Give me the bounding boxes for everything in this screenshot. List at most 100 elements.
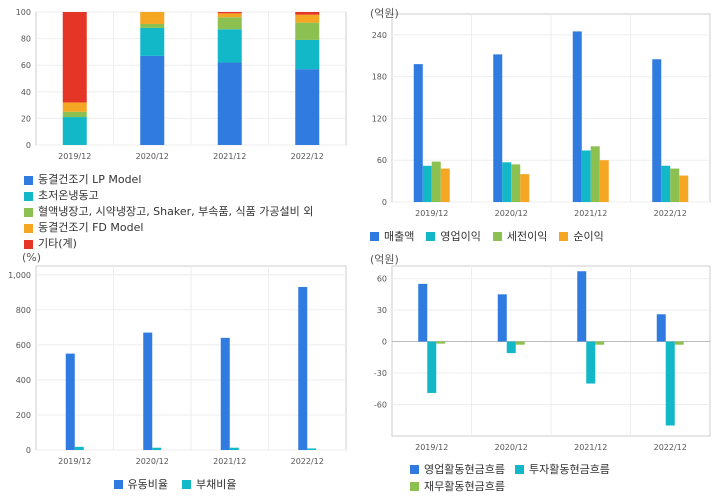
x-tick-label: 2022/12 xyxy=(654,209,687,218)
bar xyxy=(295,39,320,70)
legend-label: 기타(계) xyxy=(38,237,77,250)
bar xyxy=(670,168,680,202)
legend-item: 순이익 xyxy=(559,228,604,244)
y-tick-label: 180 xyxy=(372,73,387,82)
bar xyxy=(140,55,165,145)
legend-label: 혈액냉장고, 시약냉장고, Shaker, 부속품, 식품 가공설비 외 xyxy=(38,205,314,218)
y-tick-label: 40 xyxy=(21,88,31,97)
bar xyxy=(217,17,242,30)
y-tick-label: 20 xyxy=(21,114,31,123)
x-tick-label: 2020/12 xyxy=(136,152,169,161)
x-tick-label: 2021/12 xyxy=(213,152,246,161)
bar xyxy=(295,14,320,23)
y-tick-label: 1,000 xyxy=(8,271,31,280)
bar xyxy=(440,168,450,202)
legend-swatch xyxy=(24,207,33,217)
bar xyxy=(74,446,84,450)
y-tick-label: 30 xyxy=(377,306,387,315)
y-tick-label: 100 xyxy=(16,8,31,17)
cashflow-chart: -60 -30 0 30 60 2019/12 2020/12 2021/12 2022/12 xyxy=(374,265,711,452)
y-tick-label: 60 xyxy=(377,275,387,284)
bar xyxy=(572,31,582,202)
y-tick-label: 400 xyxy=(16,376,31,385)
bar xyxy=(577,271,587,342)
bar xyxy=(295,22,320,40)
legend-label: 부채비율 xyxy=(196,478,237,491)
legend-swatch xyxy=(182,479,191,489)
ratios-unit-label: (%) xyxy=(22,251,42,264)
bar xyxy=(652,59,662,202)
bar xyxy=(140,23,165,28)
bar xyxy=(62,111,87,118)
bar xyxy=(152,447,162,450)
x-tick-label: 2019/12 xyxy=(415,443,448,452)
legend-swatch xyxy=(492,231,502,241)
legend-swatch xyxy=(426,231,436,241)
income-legend: 매출액 영업이익 세전이익 순이익 xyxy=(370,228,604,244)
bar xyxy=(656,314,666,342)
legend-label: 세전이익 xyxy=(506,230,548,243)
bar xyxy=(515,341,525,345)
legend-item: 초저온냉동고 xyxy=(24,188,313,204)
legend-item: 영업활동현금흐름 xyxy=(410,461,505,477)
legend-label: 유동비율 xyxy=(127,478,168,491)
legend-label: 순이익 xyxy=(573,230,604,243)
legend-item: 동결건조기 LP Model xyxy=(24,172,313,188)
cashflow-unit-label: (억원) xyxy=(370,253,399,266)
legend-item: 기타(계) xyxy=(24,236,313,252)
legend-swatch xyxy=(514,464,524,474)
bar xyxy=(62,12,87,103)
legend-item: 동결건조기 FD Model xyxy=(24,220,313,236)
bar xyxy=(520,174,530,202)
bar xyxy=(422,165,432,202)
bar xyxy=(140,27,165,56)
income-unit-label: (억원) xyxy=(370,7,399,20)
x-tick-label: 2020/12 xyxy=(495,209,528,218)
bar xyxy=(62,102,87,112)
y-tick-label: 80 xyxy=(21,35,31,44)
y-tick-label: 60 xyxy=(21,61,31,70)
y-tick-label: 240 xyxy=(372,31,387,40)
legend-label: 영업이익 xyxy=(440,230,481,243)
x-tick-label: 2020/12 xyxy=(495,443,528,452)
x-tick-label: 2022/12 xyxy=(291,457,324,466)
y-tick-label: 60 xyxy=(377,156,387,165)
bar xyxy=(674,341,684,345)
y-tick-label: 0 xyxy=(26,141,31,150)
bar xyxy=(493,54,503,202)
bar xyxy=(427,341,437,393)
x-tick-label: 2021/12 xyxy=(213,457,246,466)
legend-item: 세전이익 xyxy=(492,228,548,244)
y-tick-label: 0 xyxy=(26,446,31,455)
y-tick-label: 120 xyxy=(372,114,387,123)
x-tick-label: 2021/12 xyxy=(574,443,607,452)
legend-item: 영업이익 xyxy=(426,228,481,244)
ratios-legend: 유동비율 부채비율 xyxy=(0,476,350,492)
bar xyxy=(665,341,675,426)
legend-item: 유동비율 xyxy=(113,476,168,492)
sales-mix-legend: 동결건조기 LP Model 초저온냉동고 혈액냉장고, 시약냉장고, Shaker… xyxy=(24,172,313,252)
y-tick-label: 0 xyxy=(382,198,387,207)
bar xyxy=(661,165,671,202)
legend-swatch xyxy=(24,239,33,249)
x-tick-label: 2019/12 xyxy=(415,209,448,218)
bar xyxy=(586,341,596,384)
legend-swatch xyxy=(24,191,33,201)
bar xyxy=(413,64,423,202)
bar xyxy=(599,160,609,202)
x-tick-label: 2019/12 xyxy=(58,457,91,466)
legend-item: 부채비율 xyxy=(182,476,236,492)
x-tick-label: 2020/12 xyxy=(136,457,169,466)
legend-item: 혈액냉장고, 시약냉장고, Shaker, 부속품, 식품 가공설비 외 xyxy=(24,204,313,220)
legend-label: 투자활동현금흐름 xyxy=(528,463,610,476)
legend-item: 재무활동현금흐름 xyxy=(410,478,505,494)
legend-swatch xyxy=(24,223,33,233)
income-chart: 0 60 120 180 240 2019/12 2020/12 2021/12 2022/12 xyxy=(372,13,711,218)
bar xyxy=(497,294,507,342)
bar xyxy=(502,162,512,202)
y-tick-label: -60 xyxy=(374,401,387,410)
y-tick-label: 0 xyxy=(382,338,387,347)
bar xyxy=(307,448,317,450)
